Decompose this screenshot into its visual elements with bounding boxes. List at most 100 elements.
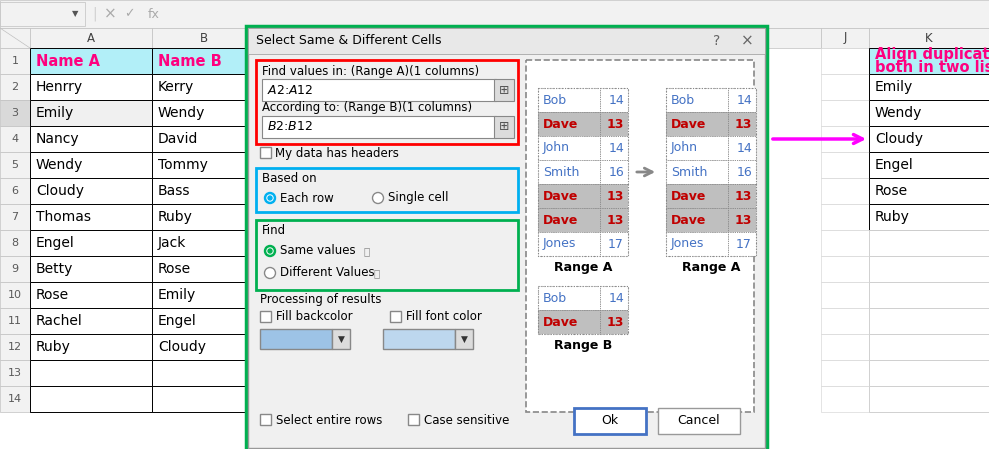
Text: Cancel: Cancel <box>677 414 720 427</box>
Bar <box>152 48 256 74</box>
Bar <box>666 112 756 136</box>
Bar <box>538 184 628 208</box>
Text: Engel: Engel <box>875 158 914 172</box>
Text: Ok: Ok <box>601 414 618 427</box>
Bar <box>0 334 30 360</box>
Text: Name B: Name B <box>158 53 222 69</box>
Text: ×: × <box>741 34 754 48</box>
Bar <box>0 178 30 204</box>
Bar <box>538 88 628 256</box>
Bar <box>0 308 30 334</box>
Bar <box>256 60 518 144</box>
Bar <box>408 414 419 425</box>
Text: Same values: Same values <box>280 245 356 257</box>
Text: 14: 14 <box>8 394 22 404</box>
Text: John: John <box>543 141 570 154</box>
Text: Ruby: Ruby <box>158 210 193 224</box>
Text: 14: 14 <box>736 93 752 106</box>
Text: 10: 10 <box>8 290 22 300</box>
Bar <box>30 308 152 334</box>
Bar <box>538 286 628 310</box>
Text: 14: 14 <box>608 93 624 106</box>
Bar <box>262 116 496 138</box>
Text: ?: ? <box>713 34 720 48</box>
Text: Bob: Bob <box>543 291 567 304</box>
Text: John: John <box>671 141 698 154</box>
Text: ▼: ▼ <box>72 9 78 18</box>
Bar <box>538 88 600 112</box>
Bar <box>666 160 756 184</box>
Bar <box>538 88 628 112</box>
Text: Kerry: Kerry <box>158 80 194 94</box>
Text: 13: 13 <box>735 118 752 131</box>
Text: Ruby: Ruby <box>36 340 71 354</box>
Circle shape <box>264 246 276 256</box>
Bar <box>256 220 518 290</box>
Bar <box>869 204 989 230</box>
Text: Wendy: Wendy <box>875 106 923 120</box>
Bar <box>0 74 30 100</box>
Bar <box>821 204 869 230</box>
Text: Find values in: (Range A)(1 columns): Find values in: (Range A)(1 columns) <box>262 65 479 78</box>
Bar <box>666 184 728 208</box>
Bar <box>666 184 756 208</box>
Bar <box>152 256 256 282</box>
Bar <box>869 74 989 100</box>
Text: fx: fx <box>148 8 160 21</box>
Circle shape <box>267 248 273 254</box>
Bar <box>246 26 767 449</box>
Bar <box>260 147 271 158</box>
Bar <box>666 136 728 160</box>
Bar <box>538 136 628 160</box>
Bar <box>666 88 756 112</box>
Bar <box>538 232 600 256</box>
Bar <box>0 48 30 74</box>
Bar <box>30 282 152 308</box>
Text: Dave: Dave <box>671 189 706 202</box>
Text: According to: (Range B)(1 columns): According to: (Range B)(1 columns) <box>262 101 472 114</box>
Bar <box>666 88 756 256</box>
Text: Wendy: Wendy <box>158 106 206 120</box>
Text: 13: 13 <box>606 214 624 226</box>
Bar <box>869 386 989 412</box>
Text: 17: 17 <box>736 238 752 251</box>
Text: Betty: Betty <box>36 262 73 276</box>
Text: Based on: Based on <box>262 172 316 185</box>
Bar <box>821 48 869 74</box>
Text: ⊞: ⊞ <box>498 120 509 133</box>
Bar <box>152 360 256 386</box>
Bar <box>666 88 728 112</box>
Text: 17: 17 <box>608 238 624 251</box>
Text: Rose: Rose <box>36 288 69 302</box>
Bar <box>821 126 869 152</box>
Bar <box>538 160 628 184</box>
Bar <box>30 28 152 48</box>
Bar <box>600 310 628 334</box>
Text: Cloudy: Cloudy <box>36 184 84 198</box>
Bar <box>600 160 628 184</box>
Text: 5: 5 <box>12 160 19 170</box>
Bar <box>869 178 989 204</box>
Bar <box>260 311 271 322</box>
Bar <box>600 112 628 136</box>
Bar <box>821 386 869 412</box>
Bar <box>666 208 728 232</box>
Bar <box>869 126 989 152</box>
Bar <box>390 311 401 322</box>
Text: 13: 13 <box>606 189 624 202</box>
Bar <box>869 282 989 308</box>
Bar <box>152 386 256 412</box>
Text: Jones: Jones <box>671 238 704 251</box>
Text: Bass: Bass <box>158 184 191 198</box>
Text: Dave: Dave <box>543 316 579 329</box>
Bar <box>821 152 869 178</box>
Bar <box>869 48 989 74</box>
Text: Fill backcolor: Fill backcolor <box>276 311 353 323</box>
Text: Dave: Dave <box>543 214 579 226</box>
Bar <box>30 126 152 152</box>
Bar <box>0 256 30 282</box>
Text: Single cell: Single cell <box>388 192 448 204</box>
Bar <box>538 208 628 232</box>
Text: Jack: Jack <box>158 236 186 250</box>
Text: Rachel: Rachel <box>36 314 83 328</box>
